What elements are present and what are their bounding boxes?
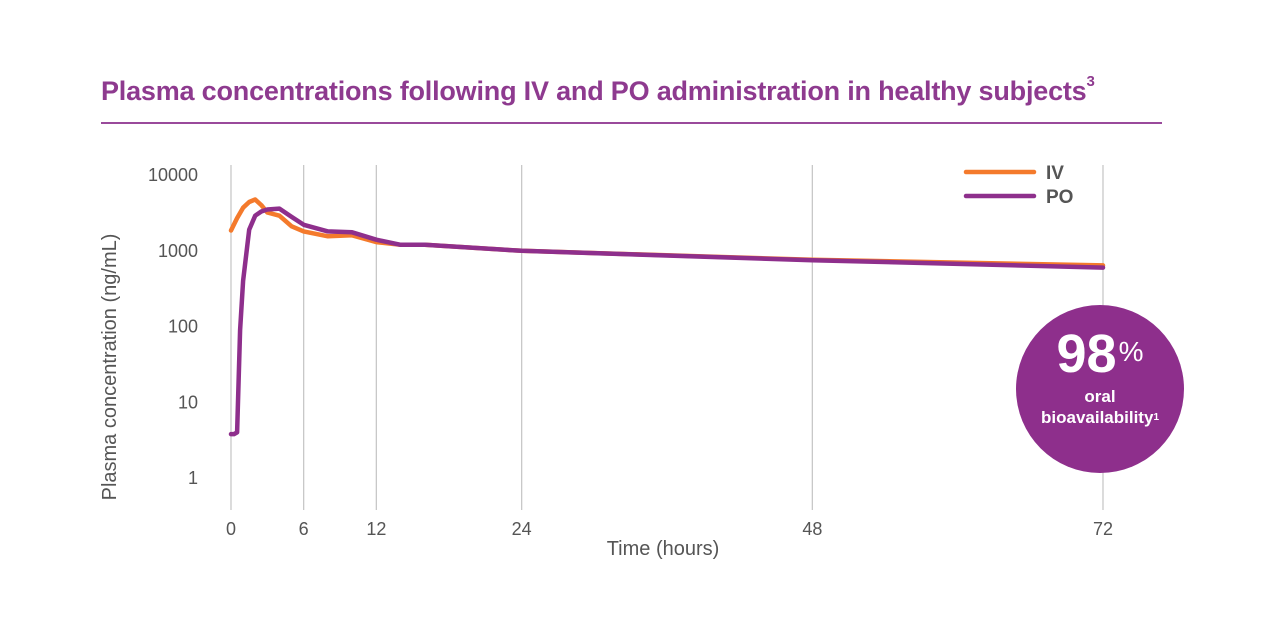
chart-title-text: Plasma concentrations following IV and P… xyxy=(101,76,1087,106)
series-layer xyxy=(228,197,1106,437)
badge-bioavailability-text: bioavailability xyxy=(1041,408,1154,427)
badge-value: 98% xyxy=(1016,327,1184,381)
grid-layer xyxy=(230,165,1104,510)
title-divider xyxy=(101,122,1162,124)
y-axis-label: Plasma concentration (ng/mL) xyxy=(99,234,121,501)
series-line-po xyxy=(228,206,1106,437)
x-tick-label-24: 24 xyxy=(512,519,532,539)
x-tick-label-72: 72 xyxy=(1093,519,1113,539)
y-tick-label-100: 100 xyxy=(168,317,198,337)
badge-number: 98 xyxy=(1056,324,1117,384)
x-tick-label-0: 0 xyxy=(226,519,236,539)
legend-label-po: PO xyxy=(1046,187,1073,208)
legend: IV PO xyxy=(963,163,1073,208)
y-tick-labels: 1 10 100 1000 10000 xyxy=(148,165,198,488)
x-tick-label-48: 48 xyxy=(802,519,822,539)
badge-footnote-marker: 1 xyxy=(1153,412,1159,423)
y-tick-label-1: 1 xyxy=(188,468,198,488)
x-tick-label-12: 12 xyxy=(366,519,386,539)
badge-line-oral: oral xyxy=(1084,387,1116,406)
x-axis-label: Time (hours) xyxy=(607,538,720,560)
x-tick-labels: 0 6 12 24 48 72 xyxy=(226,519,1113,539)
y-tick-label-1000: 1000 xyxy=(158,241,198,261)
y-tick-label-10000: 10000 xyxy=(148,165,198,185)
x-tick-label-6: 6 xyxy=(299,519,309,539)
badge-percent-sign: % xyxy=(1118,336,1144,367)
legend-label-iv: IV xyxy=(1046,163,1064,184)
badge-line-bioavailability: bioavailability1 xyxy=(1016,408,1184,428)
title-footnote-marker: 3 xyxy=(1086,73,1095,90)
y-tick-label-10: 10 xyxy=(178,392,198,412)
chart-title: Plasma concentrations following IV and P… xyxy=(101,73,1095,107)
bioavailability-badge: 98% oral bioavailability1 xyxy=(1016,305,1184,473)
